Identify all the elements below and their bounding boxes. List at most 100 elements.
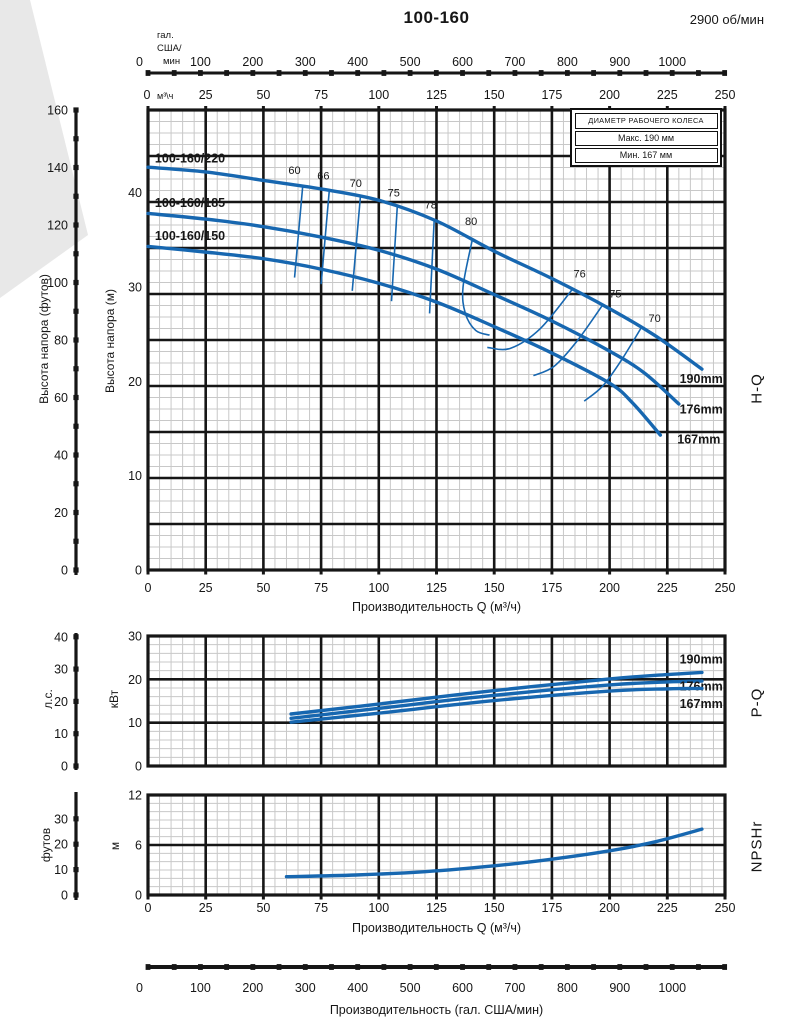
svg-text:0: 0	[61, 889, 68, 903]
svg-text:0: 0	[61, 564, 68, 578]
svg-text:800: 800	[557, 55, 578, 69]
svg-text:0: 0	[135, 564, 142, 578]
legend-max-diameter: Макс. 190 мм	[574, 130, 718, 146]
svg-text:300: 300	[295, 55, 316, 69]
svg-text:700: 700	[505, 55, 526, 69]
svg-text:900: 900	[609, 55, 630, 69]
svg-text:160: 160	[47, 104, 68, 118]
svg-text:225: 225	[657, 901, 678, 915]
svg-text:1000: 1000	[658, 981, 686, 995]
svg-text:125: 125	[426, 581, 447, 595]
svg-text:175: 175	[541, 901, 562, 915]
svg-text:75: 75	[314, 88, 328, 102]
svg-text:400: 400	[347, 981, 368, 995]
svg-text:176mm: 176mm	[680, 680, 723, 694]
svg-text:Производительность Q (м³/ч): Производительность Q (м³/ч)	[352, 600, 521, 614]
svg-text:10: 10	[128, 469, 142, 483]
svg-text:гал.: гал.	[157, 30, 174, 41]
svg-text:75: 75	[314, 901, 328, 915]
svg-text:50: 50	[256, 581, 270, 595]
svg-text:190mm: 190mm	[680, 372, 723, 386]
svg-text:190mm: 190mm	[680, 653, 723, 667]
svg-text:500: 500	[400, 55, 421, 69]
svg-text:100-160/150: 100-160/150	[155, 229, 225, 243]
svg-text:10: 10	[128, 716, 142, 730]
svg-text:30: 30	[128, 281, 142, 295]
svg-text:167mm: 167mm	[680, 697, 723, 711]
svg-text:250: 250	[715, 581, 736, 595]
svg-text:900: 900	[609, 981, 630, 995]
svg-text:50: 50	[256, 88, 270, 102]
hq-inner-axis-unit: Высота напора (м)	[103, 289, 117, 393]
svg-text:25: 25	[199, 88, 213, 102]
curve-100-160/185	[146, 211, 681, 406]
svg-text:6: 6	[135, 839, 142, 853]
curve-190mm	[289, 670, 704, 716]
svg-text:125: 125	[426, 88, 447, 102]
svg-text:100: 100	[190, 981, 211, 995]
svg-text:Производительность Q (м³/ч): Производительность Q (м³/ч)	[352, 921, 521, 935]
svg-text:100: 100	[47, 276, 68, 290]
svg-text:200: 200	[599, 581, 620, 595]
np-side-label: NPSHr	[748, 820, 766, 873]
svg-text:25: 25	[199, 581, 213, 595]
svg-text:200: 200	[599, 901, 620, 915]
svg-text:800: 800	[557, 981, 578, 995]
page-title: 100-160	[403, 8, 470, 27]
svg-text:76: 76	[573, 269, 585, 281]
svg-text:0: 0	[61, 760, 68, 774]
svg-text:80: 80	[465, 216, 477, 228]
svg-text:175: 175	[541, 88, 562, 102]
svg-text:0: 0	[145, 901, 152, 915]
svg-text:75: 75	[388, 187, 400, 199]
np-outer-axis-unit: футов	[39, 827, 53, 863]
svg-text:400: 400	[347, 55, 368, 69]
svg-text:0: 0	[136, 55, 143, 69]
svg-text:10: 10	[54, 727, 68, 741]
svg-text:20: 20	[54, 506, 68, 520]
svg-text:600: 600	[452, 981, 473, 995]
svg-text:12: 12	[128, 789, 142, 803]
svg-text:Производительность (гал. США/м: Производительность (гал. США/мин)	[330, 1003, 543, 1017]
svg-text:150: 150	[484, 88, 505, 102]
svg-text:1000: 1000	[658, 55, 686, 69]
curve-167mm	[289, 686, 704, 724]
curve-100-160/220	[146, 165, 704, 371]
svg-text:30: 30	[54, 663, 68, 677]
curve-100-160/150	[146, 244, 663, 437]
legend-min-diameter: Мин. 167 мм	[574, 147, 718, 163]
svg-text:200: 200	[599, 88, 620, 102]
svg-text:225: 225	[657, 88, 678, 102]
svg-text:США/: США/	[157, 43, 182, 54]
svg-text:50: 50	[256, 901, 270, 915]
page-corner-artifact	[0, 0, 88, 298]
svg-text:м³\ч: м³\ч	[157, 91, 174, 101]
svg-text:100-160/220: 100-160/220	[155, 152, 225, 166]
svg-text:300: 300	[295, 981, 316, 995]
svg-text:40: 40	[54, 630, 68, 644]
svg-text:100: 100	[368, 581, 389, 595]
svg-text:30: 30	[54, 812, 68, 826]
svg-text:0: 0	[136, 981, 143, 995]
svg-text:20: 20	[54, 838, 68, 852]
svg-text:167mm: 167mm	[677, 433, 720, 447]
svg-text:75: 75	[314, 581, 328, 595]
svg-text:175: 175	[541, 581, 562, 595]
svg-text:20: 20	[128, 375, 142, 389]
np-inner-axis-unit: м	[108, 841, 122, 851]
legend-title: ДИАМЕТР РАБОЧЕГО КОЛЕСА	[574, 112, 718, 129]
hq-outer-axis-unit: Высота напора (футов)	[37, 274, 51, 404]
curve-NPSHr	[284, 827, 704, 879]
svg-text:20: 20	[128, 673, 142, 687]
svg-text:225: 225	[657, 581, 678, 595]
svg-text:120: 120	[47, 219, 68, 233]
svg-text:150: 150	[484, 581, 505, 595]
svg-text:0: 0	[144, 88, 151, 102]
svg-text:40: 40	[54, 449, 68, 463]
svg-text:176mm: 176mm	[680, 402, 723, 416]
svg-text:700: 700	[505, 981, 526, 995]
svg-text:100-160/185: 100-160/185	[155, 196, 225, 210]
svg-text:70: 70	[350, 178, 362, 190]
